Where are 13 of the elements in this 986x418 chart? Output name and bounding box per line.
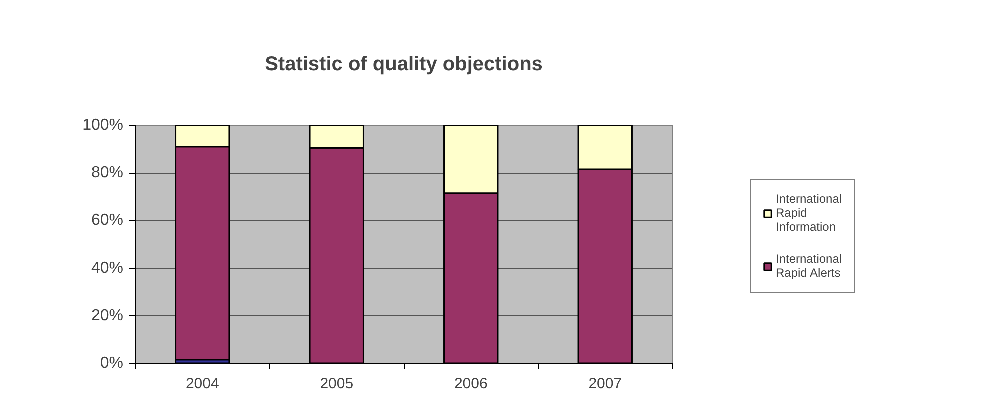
y-tick-label: 60% (91, 212, 124, 230)
x-tick-label: 2004 (186, 376, 220, 392)
x-tick-label: 2007 (588, 376, 622, 392)
y-tick-label: 100% (82, 117, 124, 134)
chart-title: Statistic of quality objections (265, 54, 543, 76)
x-tick-label: 2005 (320, 376, 354, 392)
y-tick-label: 0% (100, 355, 124, 372)
legend-label: International Rapid Alerts (776, 252, 842, 280)
legend-label: International Rapid Information (776, 192, 842, 234)
y-tick-label: 80% (91, 164, 124, 182)
y-tick-label: 20% (91, 307, 124, 324)
y-tick-label: 40% (91, 260, 124, 277)
x-tick-label: 2006 (454, 376, 488, 392)
